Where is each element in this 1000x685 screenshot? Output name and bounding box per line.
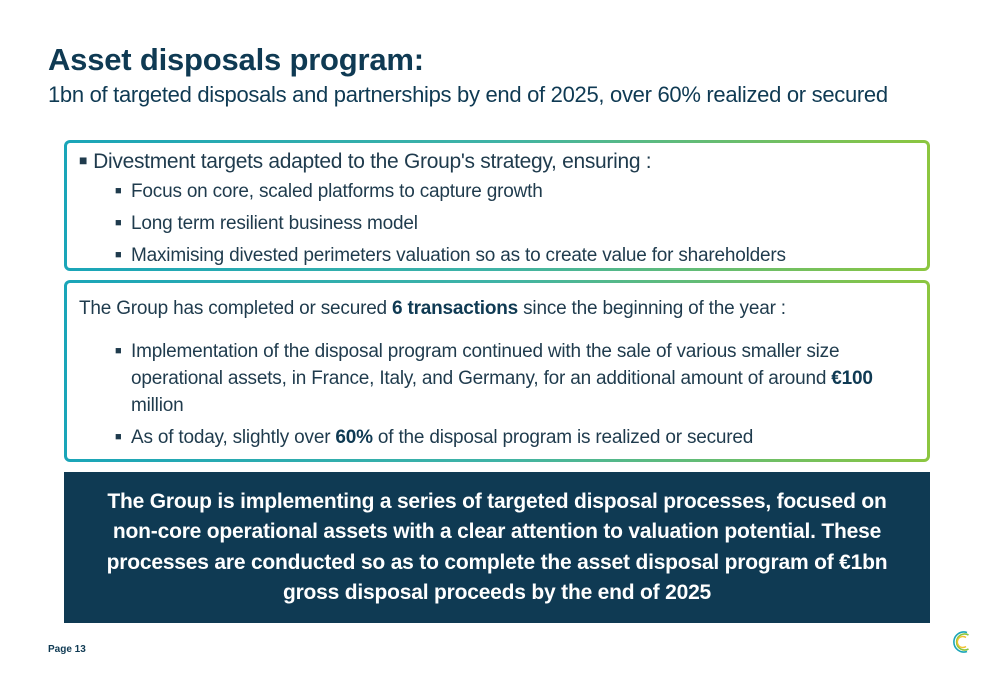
strategy-item: ■ Focus on core, scaled platforms to capt… (115, 178, 913, 205)
transactions-item: ■ Implementation of the disposal program … (115, 338, 913, 419)
conclusion-text: The Group is implementing a series of ta… (106, 489, 888, 605)
c-logo-icon (953, 631, 969, 653)
transactions-box: The Group has completed or secured 6 tra… (64, 280, 930, 462)
page-number: Page 13 (48, 644, 86, 655)
page-title: Asset disposals program: (48, 42, 424, 77)
strategy-item: ■ Long term resilient business model (115, 210, 913, 237)
square-bullet-icon: ■ (115, 345, 122, 357)
strategy-box: ■ Divestment targets adapted to the Group… (64, 140, 930, 271)
transactions-item: ■ As of today, slightly over 60% of the d… (115, 424, 913, 451)
square-bullet-icon: ■ (79, 152, 88, 168)
transactions-lead: The Group has completed or secured 6 tra… (79, 298, 786, 319)
strategy-item: ■ Maximising divested perimeters valuatio… (115, 242, 913, 269)
strategy-lead: ■ Divestment targets adapted to the Group… (79, 150, 652, 173)
square-bullet-icon: ■ (115, 431, 122, 443)
square-bullet-icon: ■ (115, 217, 122, 229)
conclusion-banner: The Group is implementing a series of ta… (64, 472, 930, 623)
square-bullet-icon: ■ (115, 185, 122, 197)
square-bullet-icon: ■ (115, 249, 122, 261)
page-subtitle: 1bn of targeted disposals and partnershi… (48, 82, 888, 107)
